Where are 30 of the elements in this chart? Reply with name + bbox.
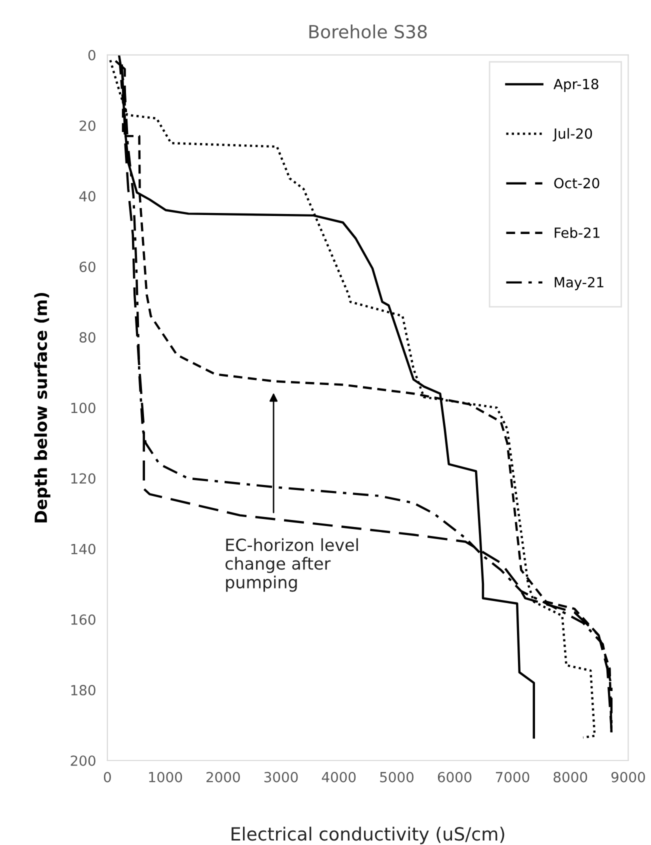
y-tick-label: 160 <box>71 614 96 625</box>
y-tick-label: 120 <box>71 473 96 484</box>
y-tick-label: 0 <box>88 50 96 60</box>
x-tick-label: 9000 <box>611 772 645 782</box>
y-tick-label: 40 <box>79 191 96 202</box>
y-tick-label: 20 <box>80 120 96 131</box>
legend-label: Jul-20 <box>552 128 592 142</box>
y-tick-label: 180 <box>71 684 96 696</box>
legend-label: Feb-21 <box>554 227 600 238</box>
legend-label: Apr-18 <box>554 78 598 92</box>
x-tick-label: 0 <box>104 772 111 782</box>
x-tick-label: 6000 <box>438 772 472 782</box>
y-tick-label: 100 <box>71 402 96 414</box>
y-tick-label: 200 <box>70 755 96 766</box>
y-axis-title: Depth below surface (m) <box>34 292 50 522</box>
legend-label: May-21 <box>554 276 604 290</box>
x-tick-label: 7000 <box>496 772 530 782</box>
x-tick-label: 8000 <box>554 772 588 782</box>
x-axis-title: Electrical conductivity (uS/cm) <box>232 826 504 844</box>
x-tick-label: 4000 <box>322 772 356 782</box>
chart-title: Borehole S38 <box>309 24 427 39</box>
y-tick-label: 60 <box>80 262 96 272</box>
legend-label: Oct-20 <box>554 178 600 188</box>
x-tick-label: 5000 <box>380 772 414 782</box>
y-tick-label: 140 <box>71 544 96 554</box>
x-tick-label: 1000 <box>149 772 182 782</box>
y-tick-label: 80 <box>80 332 96 343</box>
x-tick-label: 2000 <box>206 772 240 782</box>
annotation: EC-horizon level change after pumping <box>226 538 358 592</box>
x-tick-label: 3000 <box>264 772 298 782</box>
